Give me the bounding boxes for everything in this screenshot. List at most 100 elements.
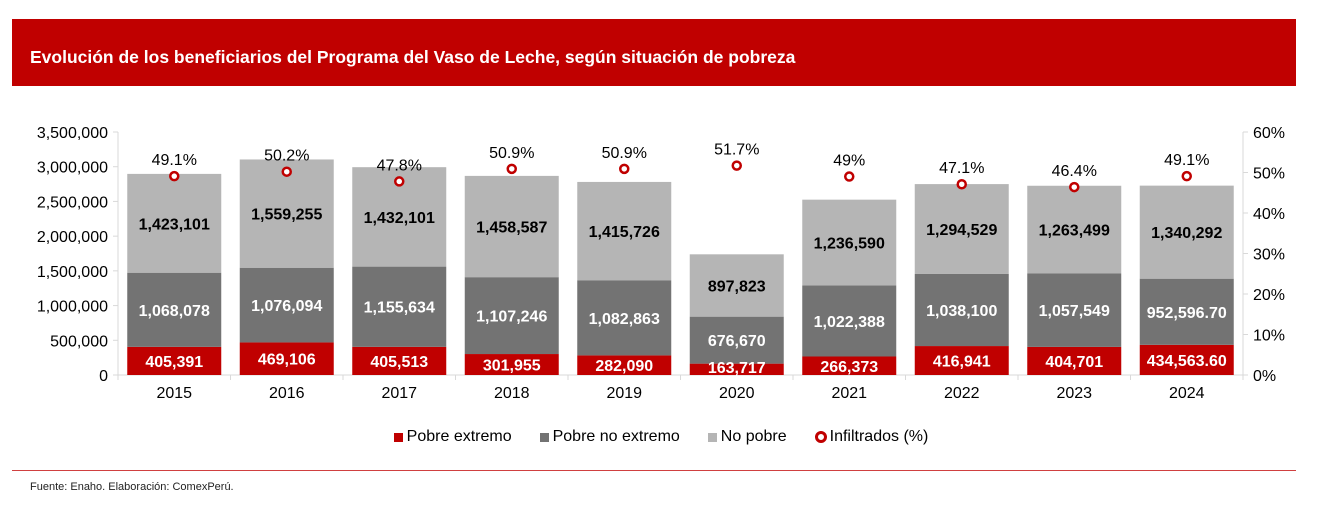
bar-data-label: 897,823 bbox=[708, 278, 766, 295]
infiltrados-marker bbox=[1069, 181, 1080, 193]
bar-segment-pobre-no-extremo bbox=[1027, 273, 1122, 347]
x-tick-label: 2019 bbox=[606, 385, 642, 402]
y-left-tick-label: 3,000,000 bbox=[37, 160, 108, 177]
bar-data-label: 1,294,529 bbox=[926, 222, 997, 239]
bar-segment-pobre-no-extremo bbox=[802, 285, 897, 357]
bar-segment-pobre-no-extremo bbox=[127, 272, 222, 347]
bar-segment-no-pobre bbox=[802, 199, 897, 286]
x-tick-label: 2020 bbox=[719, 385, 755, 402]
chart-title: Evolución de los beneficiarios del Progr… bbox=[30, 47, 796, 67]
bar-data-label: 1,057,549 bbox=[1039, 303, 1110, 320]
bar-segment-pobre-extremo bbox=[802, 356, 897, 375]
bar-segment-no-pobre bbox=[239, 159, 334, 268]
legend-item-no-pobre: No pobre bbox=[707, 428, 787, 446]
bar-segment-pobre-extremo bbox=[239, 342, 334, 375]
infiltrados-marker bbox=[506, 163, 517, 175]
legend-marker-circle-icon bbox=[814, 431, 827, 443]
bar-segment-pobre-no-extremo bbox=[1139, 278, 1234, 345]
bar-data-label: 416,941 bbox=[933, 354, 991, 371]
bar-segment-pobre-extremo bbox=[352, 346, 447, 375]
bar-data-label: 1,082,863 bbox=[589, 311, 660, 328]
y-left-tick-label: 1,500,000 bbox=[37, 264, 108, 281]
infiltrados-data-label: 50.2% bbox=[264, 148, 309, 165]
title-banner: Evolución de los beneficiarios del Progr… bbox=[12, 19, 1296, 86]
bar-segment-no-pobre bbox=[689, 254, 784, 317]
bar-segment-pobre-no-extremo bbox=[352, 266, 447, 347]
bar-data-label: 1,155,634 bbox=[364, 300, 435, 317]
legend: Pobre extremo Pobre no extremo No pobre … bbox=[0, 428, 1322, 446]
infiltrados-marker bbox=[281, 166, 292, 177]
y-right-tick-label: 20% bbox=[1253, 287, 1285, 304]
infiltrados-marker bbox=[731, 160, 742, 171]
bar-segment-pobre-extremo bbox=[127, 346, 222, 375]
bar-segment-pobre-no-extremo bbox=[577, 280, 672, 356]
bar-data-label: 952,596.70 bbox=[1147, 305, 1227, 322]
y-right-tick-label: 10% bbox=[1253, 328, 1285, 345]
y-right-tick-label: 50% bbox=[1253, 166, 1285, 183]
bar-segment-pobre-no-extremo bbox=[464, 277, 559, 355]
bar-segment-pobre-no-extremo bbox=[689, 316, 784, 364]
infiltrados-data-label: 47.1% bbox=[939, 160, 984, 177]
legend-swatch-no-pobre bbox=[707, 432, 717, 442]
bar-segment-pobre-no-extremo bbox=[914, 273, 1009, 347]
y-left-tick-label: 500,000 bbox=[50, 333, 108, 350]
bar-segment-pobre-extremo bbox=[914, 346, 1009, 375]
bar-segment-pobre-extremo bbox=[464, 354, 559, 375]
bar-data-label: 1,236,590 bbox=[814, 236, 885, 253]
bar-segment-pobre-no-extremo bbox=[239, 267, 334, 343]
bar-data-label: 404,701 bbox=[1045, 354, 1103, 371]
infiltrados-data-label: 50.9% bbox=[489, 145, 534, 162]
x-tick-label: 2018 bbox=[494, 385, 530, 402]
y-left-tick-label: 2,500,000 bbox=[37, 194, 108, 211]
bar-data-label: 1,559,255 bbox=[251, 207, 322, 224]
bar-data-label: 1,423,101 bbox=[139, 216, 210, 233]
bar-segment-no-pobre bbox=[914, 184, 1009, 274]
y-left-tick-label: 2,000,000 bbox=[37, 229, 108, 246]
bar-data-label: 1,068,078 bbox=[139, 303, 210, 320]
infiltrados-data-label: 49% bbox=[833, 153, 865, 170]
bar-segment-pobre-extremo bbox=[1027, 346, 1122, 375]
infiltrados-data-label: 47.8% bbox=[377, 157, 422, 174]
infiltrados-data-label: 49.1% bbox=[1164, 152, 1209, 169]
bar-data-label: 405,513 bbox=[370, 354, 428, 371]
legend-item-pobre-no-extremo: Pobre no extremo bbox=[539, 428, 680, 446]
bar-segment-no-pobre bbox=[127, 173, 222, 273]
x-tick-label: 2016 bbox=[269, 385, 305, 402]
bar-data-label: 163,717 bbox=[708, 360, 766, 377]
x-tick-label: 2023 bbox=[1056, 385, 1092, 402]
bar-data-label: 405,391 bbox=[145, 354, 203, 371]
x-tick-label: 2024 bbox=[1169, 385, 1205, 402]
bar-data-label: 1,415,726 bbox=[589, 224, 660, 241]
bar-data-label: 469,106 bbox=[258, 352, 316, 369]
legend-swatch-pobre-extremo bbox=[393, 432, 403, 442]
x-tick-label: 2022 bbox=[944, 385, 980, 402]
bar-segment-no-pobre bbox=[1139, 185, 1234, 279]
infiltrados-data-label: 46.4% bbox=[1052, 163, 1097, 180]
y-left-tick-label: 0 bbox=[99, 368, 108, 385]
legend-label: Pobre no extremo bbox=[552, 428, 680, 445]
bar-data-label: 282,090 bbox=[595, 358, 653, 375]
infiltrados-data-label: 49.1% bbox=[152, 152, 197, 169]
bar-segment-pobre-extremo bbox=[1139, 344, 1234, 375]
legend-item-infiltrados: Infiltrados (%) bbox=[814, 428, 928, 446]
bar-data-label: 1,038,100 bbox=[926, 303, 997, 320]
infiltrados-marker bbox=[956, 178, 967, 190]
source-note: Fuente: Enaho. Elaboración: ComexPerú. bbox=[30, 481, 234, 493]
bar-data-label: 1,076,094 bbox=[251, 298, 322, 315]
chart-area: 0 500,000 1,000,000 1,500,000 2,000,000 2,500… bbox=[37, 125, 1285, 402]
bar-data-label: 1,263,499 bbox=[1039, 223, 1110, 240]
infiltrados-marker bbox=[844, 171, 855, 182]
x-tick-label: 2017 bbox=[381, 385, 417, 402]
bar-data-label: 1,107,246 bbox=[476, 309, 547, 326]
infiltrados-data-label: 50.9% bbox=[602, 145, 647, 162]
bar-data-label: 676,670 bbox=[708, 333, 766, 350]
x-tick-label: 2021 bbox=[831, 385, 867, 402]
y-right-tick-label: 60% bbox=[1253, 125, 1285, 142]
y-right-tick-label: 40% bbox=[1253, 206, 1285, 223]
bar-data-label: 434,563.60 bbox=[1147, 353, 1227, 370]
y-right-tick-label: 30% bbox=[1253, 247, 1285, 264]
infiltrados-marker bbox=[394, 176, 405, 187]
legend-label: Pobre extremo bbox=[406, 428, 512, 445]
legend-swatch-pobre-no-extremo bbox=[539, 432, 549, 442]
legend-label: No pobre bbox=[720, 428, 787, 445]
